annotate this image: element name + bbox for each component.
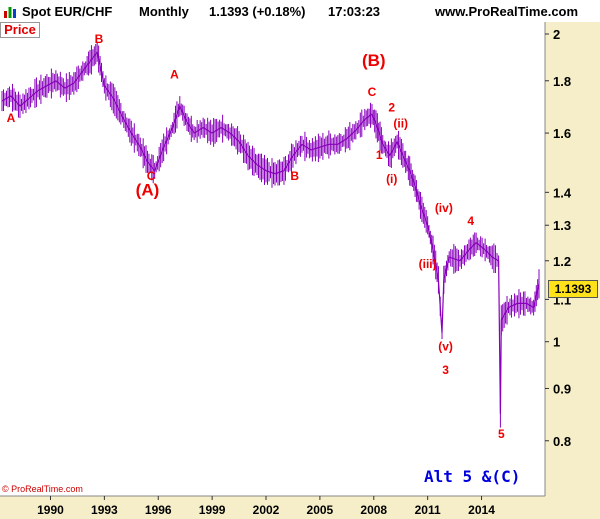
wave-label: (iv) <box>435 201 453 215</box>
y-tick-label: 2 <box>553 27 560 42</box>
x-tick-label: 2002 <box>253 503 280 517</box>
chart-header: Spot EUR/CHF Monthly 1.1393 (+0.18%) 17:… <box>0 0 600 22</box>
wave-label: 5 <box>498 427 505 441</box>
wave-label: A <box>170 67 179 81</box>
wave-label: (iii) <box>419 257 437 271</box>
wave-label: B <box>95 32 104 46</box>
y-tick-label: 1.4 <box>553 185 572 200</box>
y-tick-label: 1.2 <box>553 254 571 269</box>
wave-label: C <box>368 85 377 99</box>
last-quote: 1.1393 (+0.18%) <box>209 4 306 19</box>
wave-label: A <box>7 111 16 125</box>
wave-label: B <box>290 169 299 183</box>
wave-label: 1 <box>376 148 383 162</box>
x-tick-label: 1990 <box>37 503 64 517</box>
y-tick-label: 1.3 <box>553 218 571 233</box>
wave-label: (ii) <box>393 117 408 131</box>
wave-label: (i) <box>386 172 397 186</box>
site-link[interactable]: www.ProRealTime.com <box>435 4 579 19</box>
clock-time: 17:03:23 <box>328 4 381 19</box>
wave-label: C <box>147 169 156 183</box>
y-tick-label: 1.8 <box>553 74 571 89</box>
price-panel-label: Price <box>0 22 40 38</box>
copyright-text: © ProRealTime.com <box>2 484 83 494</box>
y-tick-label: 0.9 <box>553 381 571 396</box>
y-tick-label: 1.6 <box>553 126 571 141</box>
wave-label: 4 <box>467 214 474 228</box>
x-tick-label: 1999 <box>199 503 226 517</box>
y-tick-label: 1 <box>553 335 560 350</box>
y-tick-label: 0.8 <box>553 434 571 449</box>
wave-count-annotation: Alt 5 &(C) <box>424 467 521 486</box>
x-tick-label: 2014 <box>468 503 495 517</box>
x-tick-label: 1996 <box>145 503 172 517</box>
wave-label: (B) <box>362 51 386 70</box>
wave-label: 2 <box>388 100 395 114</box>
price-line <box>1 50 540 414</box>
wave-label: (v) <box>438 340 453 354</box>
x-tick-label: 2008 <box>360 503 387 517</box>
x-tick-label: 2005 <box>307 503 334 517</box>
last-price-badge: 1.1393 <box>548 280 598 298</box>
prorealtime-logo-icon <box>4 7 16 18</box>
x-tick-label: 2011 <box>415 503 441 517</box>
wave-label: 3 <box>442 363 449 377</box>
instrument-name: Spot EUR/CHF <box>22 4 113 19</box>
wave-label: (A) <box>136 181 160 200</box>
timeframe[interactable]: Monthly <box>139 4 189 19</box>
x-tick-label: 1993 <box>91 503 118 517</box>
